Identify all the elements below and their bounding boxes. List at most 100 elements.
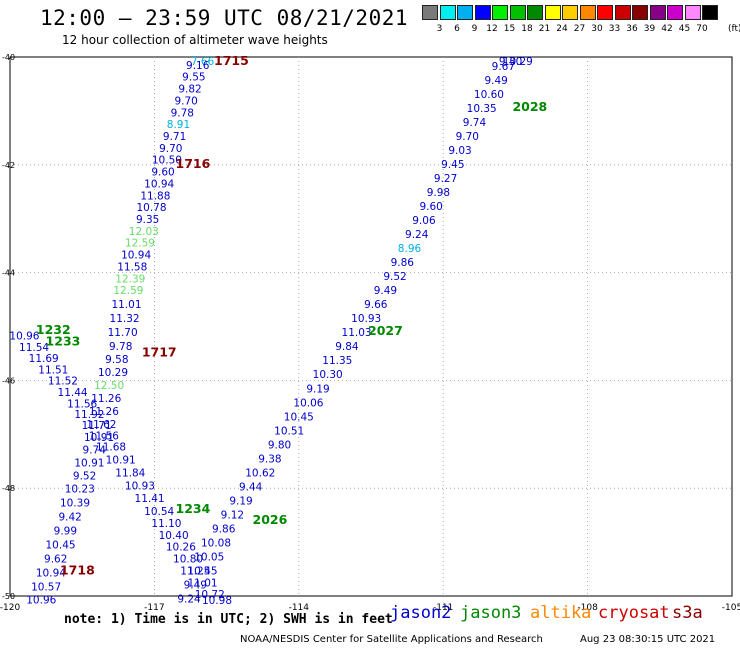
- swh-value-label: 10.29: [98, 367, 128, 379]
- swh-value-label: 10.45: [46, 540, 76, 552]
- color-scale-label: 39: [643, 24, 656, 34]
- color-scale-label: 30: [591, 24, 603, 34]
- color-scale-label: 27: [573, 24, 586, 34]
- swh-value-label: 10.54: [144, 506, 174, 518]
- color-swatch: [492, 5, 508, 20]
- swh-value-label: 9.35: [136, 214, 159, 226]
- swh-value-label: 10.50: [152, 155, 182, 167]
- swh-value-label: 10.98: [202, 595, 232, 607]
- color-swatch: [562, 5, 578, 20]
- swh-value-label: 10.30: [313, 369, 343, 381]
- swh-value-label: 9.49: [184, 579, 207, 591]
- time-label: 2027: [368, 323, 403, 338]
- swh-value-label: 9.45: [441, 159, 464, 171]
- swh-value-label: 9.58: [105, 354, 128, 366]
- time-label: 1232: [36, 322, 71, 337]
- swh-value-label: 9.49: [484, 75, 507, 87]
- color-scale-label: 18: [521, 24, 533, 34]
- swh-value-label: 11.51: [38, 364, 68, 376]
- color-scale-label: 33: [608, 24, 621, 34]
- swh-value-label: 10.62: [245, 467, 275, 479]
- swh-value-label: 9.82: [178, 84, 201, 96]
- swh-value-label: 11.69: [29, 353, 59, 365]
- swh-value-label: 10.91: [106, 454, 136, 466]
- swh-value-label: 10.93: [125, 480, 155, 492]
- swh-value-label: 9.84: [335, 341, 359, 353]
- color-swatch: [527, 5, 543, 20]
- swh-value-label: 9.74: [83, 445, 107, 457]
- swh-value-label: 9.62: [44, 554, 67, 566]
- swh-value-label: 10.91: [74, 458, 104, 470]
- swh-value-label: 9.19: [306, 383, 329, 395]
- swh-value-label: 9.70: [174, 95, 197, 107]
- swh-value-label: 10.05: [194, 551, 224, 563]
- swh-value-label: 10.45: [284, 411, 314, 423]
- swh-value-label: 10.23: [65, 484, 95, 496]
- lon-tick-label: -120: [0, 603, 20, 613]
- map-title: 12:00 – 23:59 UTC 08/21/2021: [40, 6, 409, 30]
- swh-value-label: 11.68: [96, 441, 126, 453]
- color-scale-label: 15: [503, 24, 516, 34]
- swh-value-label: 11.01: [111, 299, 141, 311]
- lat-tick-label: -50: [2, 592, 15, 601]
- legend-item-jason3: jason3: [460, 603, 522, 623]
- map-subtitle: 12 hour collection of altimeter wave hei…: [62, 33, 328, 47]
- swh-value-label: 10.35: [467, 103, 497, 115]
- swh-value-label: 10.51: [274, 425, 304, 437]
- swh-value-label: 10.57: [31, 582, 61, 594]
- swh-value-label: 11.01: [188, 577, 218, 589]
- swh-value-label: 9.38: [258, 453, 281, 465]
- swh-value-label: 11.26: [91, 393, 121, 405]
- footer-note: note: 1) Time is in UTC; 2) SWH is in fe…: [64, 612, 393, 627]
- swh-value-label: 9.19: [229, 495, 252, 507]
- swh-value-label: 11.10: [151, 518, 181, 530]
- color-swatch: [597, 5, 613, 20]
- swh-value-label: 11.25: [180, 565, 210, 577]
- swh-value-label: 10.94: [36, 568, 66, 580]
- swh-value-label: 9.06: [412, 215, 436, 227]
- swh-value-label: 11.71: [82, 420, 112, 432]
- swh-value-label: 12.59: [125, 238, 155, 250]
- color-swatch: [457, 5, 473, 20]
- color-swatch: [439, 5, 456, 20]
- color-swatch: [614, 5, 631, 20]
- swh-value-label: 10.29: [503, 56, 533, 68]
- time-label: 1716: [176, 156, 211, 171]
- color-swatch: [702, 5, 718, 20]
- swh-value-label: 12.03: [129, 226, 159, 238]
- lat-tick-label: -40: [2, 53, 15, 62]
- swh-value-label: 9.49: [374, 285, 397, 297]
- swh-value-label: 11.52: [48, 376, 78, 388]
- time-label: 2028: [512, 99, 547, 114]
- swh-value-label: 11.62: [86, 419, 116, 431]
- swh-value-label: 10.60: [474, 89, 504, 101]
- swh-value-label: 7.66: [191, 56, 215, 68]
- swh-value-label: 9.44: [239, 481, 263, 493]
- lon-tick-label: -117: [144, 603, 164, 613]
- swh-value-label: 9.78: [171, 107, 194, 119]
- legend-item-jason2: jason2: [390, 603, 452, 623]
- lat-tick-label: -48: [2, 484, 15, 493]
- swh-value-label: 11.54: [19, 342, 49, 354]
- color-scale-label: 6: [454, 24, 460, 34]
- swh-value-label: 12.39: [115, 273, 145, 285]
- time-label: 1234: [176, 501, 211, 516]
- time-label: 1717: [142, 345, 177, 360]
- swh-value-label: 11.56: [89, 431, 119, 443]
- time-label: 1715: [214, 53, 249, 68]
- color-swatch: [667, 5, 683, 20]
- swh-value-label: 11.56: [67, 398, 97, 410]
- color-swatch: [579, 5, 596, 20]
- swh-value-label: 11.44: [58, 387, 88, 399]
- color-scale-label: 3: [436, 24, 443, 34]
- swh-value-label: 11.32: [110, 313, 140, 325]
- swh-value-label: 11.41: [135, 493, 165, 505]
- swh-value-label: 9.70: [456, 131, 479, 143]
- swh-value-label: 10.40: [159, 530, 189, 542]
- color-scale-label: 70: [696, 24, 708, 34]
- swh-value-label: 9.30: [499, 56, 522, 68]
- swh-value-label: 11.70: [108, 327, 138, 339]
- swh-value-label: 12.59: [113, 285, 143, 297]
- swh-value-label: 10.72: [195, 589, 225, 601]
- swh-value-label: 10.78: [136, 202, 166, 214]
